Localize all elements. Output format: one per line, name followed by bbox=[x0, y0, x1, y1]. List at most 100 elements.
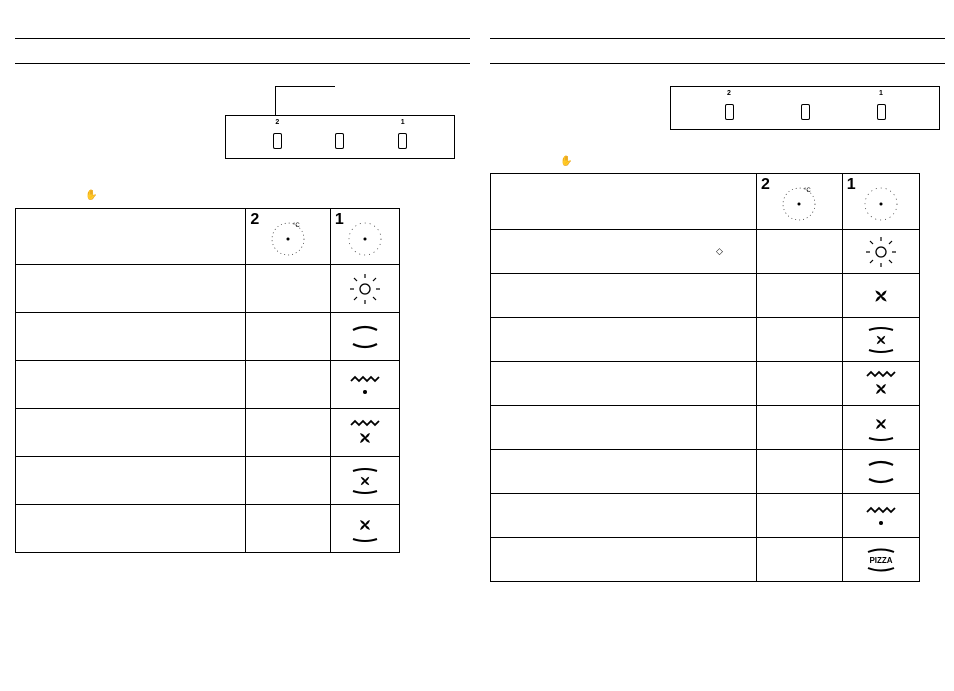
page-right: 2 1 ✋ 2 °C 1 bbox=[490, 0, 945, 691]
knob-shape bbox=[398, 133, 407, 149]
mode-icon-pizza: PIZZA bbox=[842, 538, 919, 582]
mode-desc bbox=[16, 265, 246, 313]
mode-desc bbox=[491, 538, 757, 582]
mode-temp bbox=[756, 318, 842, 362]
table-row bbox=[491, 274, 920, 318]
table-row: ◇ bbox=[491, 230, 920, 274]
mode-temp bbox=[246, 505, 330, 553]
table-row bbox=[16, 457, 400, 505]
mode-icon-light bbox=[842, 230, 919, 274]
mode-desc bbox=[16, 313, 246, 361]
knob-shape bbox=[273, 133, 282, 149]
mode-icon-grill-dot bbox=[842, 494, 919, 538]
header-temp-dial: 2 °C bbox=[756, 174, 842, 230]
table-row bbox=[491, 362, 920, 406]
svg-text:°C: °C bbox=[293, 223, 300, 229]
control-panel: 2 1 bbox=[670, 86, 940, 130]
mode-temp bbox=[756, 362, 842, 406]
svg-text:°C: °C bbox=[804, 188, 811, 194]
dial-number: 1 bbox=[335, 211, 344, 229]
mode-icon-fan bbox=[842, 274, 919, 318]
knob-shape bbox=[335, 133, 344, 149]
dial-number: 1 bbox=[847, 176, 856, 194]
mode-temp bbox=[246, 361, 330, 409]
mode-temp bbox=[756, 538, 842, 582]
table-row bbox=[16, 265, 400, 313]
table-row bbox=[16, 505, 400, 553]
svg-text:PIZZA: PIZZA bbox=[869, 556, 892, 565]
table-header-row: 2 °C 1 bbox=[491, 174, 920, 230]
mode-temp bbox=[246, 409, 330, 457]
mode-temp bbox=[246, 313, 330, 361]
mode-desc bbox=[491, 406, 757, 450]
dial-number: 2 bbox=[250, 211, 259, 229]
hand-icon: ✋ bbox=[560, 156, 572, 167]
mode-desc bbox=[16, 505, 246, 553]
pointer-line bbox=[275, 86, 276, 115]
table-row bbox=[491, 450, 920, 494]
hand-icon: ✋ bbox=[85, 190, 97, 201]
table-row bbox=[16, 409, 400, 457]
mode-desc bbox=[491, 274, 757, 318]
page-left: 2 1 ✋ 2 °C 1 bbox=[15, 0, 470, 691]
modes-table: 2 °C 1 ◇ PIZZA bbox=[490, 173, 920, 582]
header-func-dial: 1 bbox=[330, 209, 399, 265]
control-panel: 2 1 bbox=[225, 115, 455, 159]
mode-icon-conv bbox=[330, 313, 399, 361]
rule-top2 bbox=[490, 63, 945, 64]
knob-label: 1 bbox=[879, 90, 883, 97]
mode-desc: ◇ bbox=[491, 230, 757, 274]
mode-desc bbox=[491, 450, 757, 494]
mode-icon-conv bbox=[842, 450, 919, 494]
mode-icon-fan-bottom bbox=[842, 406, 919, 450]
mode-temp bbox=[756, 274, 842, 318]
mode-icon-fan-box bbox=[842, 318, 919, 362]
mode-temp bbox=[246, 265, 330, 313]
knob-shape bbox=[801, 104, 810, 120]
knob-center bbox=[775, 88, 835, 128]
knob-1: 1 bbox=[851, 88, 911, 128]
modes-table: 2 °C 1 bbox=[15, 208, 400, 553]
header-desc bbox=[491, 174, 757, 230]
knob-label: 1 bbox=[401, 119, 405, 126]
temp-dial-icon: °C bbox=[263, 215, 313, 259]
header-temp-dial: 2 °C bbox=[246, 209, 330, 265]
mode-icon-grill-dot bbox=[330, 361, 399, 409]
knob-1: 1 bbox=[373, 117, 433, 157]
mode-desc bbox=[491, 494, 757, 538]
mode-icon-grill-fan bbox=[330, 409, 399, 457]
pointer-line-h bbox=[275, 86, 335, 87]
knob-2: 2 bbox=[247, 117, 307, 157]
table-row bbox=[16, 361, 400, 409]
rule-top bbox=[490, 38, 945, 39]
rule-top bbox=[15, 38, 470, 39]
table-row: PIZZA bbox=[491, 538, 920, 582]
mode-desc bbox=[491, 362, 757, 406]
table-row bbox=[491, 494, 920, 538]
mode-desc bbox=[16, 409, 246, 457]
dial-number: 2 bbox=[761, 176, 770, 194]
mode-icon-fan-box bbox=[330, 457, 399, 505]
mode-temp bbox=[756, 230, 842, 274]
temp-dial-icon: °C bbox=[774, 180, 824, 224]
table-row bbox=[491, 318, 920, 362]
mode-temp bbox=[756, 406, 842, 450]
func-dial-icon bbox=[856, 180, 906, 224]
mode-desc bbox=[16, 361, 246, 409]
table-row bbox=[16, 313, 400, 361]
knob-center bbox=[310, 117, 370, 157]
mode-icon-grill-fan bbox=[842, 362, 919, 406]
mode-desc bbox=[16, 457, 246, 505]
mode-icon-fan-bottom bbox=[330, 505, 399, 553]
func-dial-icon bbox=[340, 215, 390, 259]
rule-top2 bbox=[15, 63, 470, 64]
knob-shape bbox=[725, 104, 734, 120]
header-func-dial: 1 bbox=[842, 174, 919, 230]
mode-desc bbox=[491, 318, 757, 362]
mode-temp bbox=[756, 494, 842, 538]
knob-2: 2 bbox=[699, 88, 759, 128]
header-desc bbox=[16, 209, 246, 265]
knob-label: 2 bbox=[275, 119, 279, 126]
knob-shape bbox=[877, 104, 886, 120]
knob-label: 2 bbox=[727, 90, 731, 97]
